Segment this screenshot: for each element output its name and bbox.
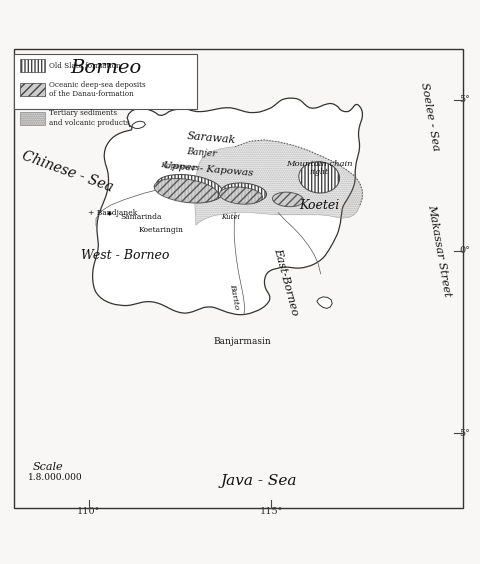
Polygon shape — [132, 121, 145, 129]
Ellipse shape — [273, 192, 303, 206]
Text: Koetei: Koetei — [299, 199, 339, 212]
Text: West - Borneo: West - Borneo — [81, 249, 169, 262]
Text: Samarinda: Samarinda — [121, 213, 162, 221]
Text: Banjer: Banjer — [186, 147, 217, 158]
Text: 115°: 115° — [260, 507, 283, 516]
Text: Old Slate formation: Old Slate formation — [49, 61, 121, 69]
Text: Sarawak: Sarawak — [186, 131, 236, 145]
Text: Mountain chain: Mountain chain — [286, 160, 352, 169]
Ellipse shape — [219, 187, 263, 204]
Text: Scale: Scale — [33, 462, 63, 472]
Text: Oceanic deep-sea deposits
of the Danau-formation: Oceanic deep-sea deposits of the Danau-f… — [49, 81, 146, 99]
Text: 0°: 0° — [459, 246, 470, 255]
Text: 110°: 110° — [77, 507, 100, 516]
Text: + Bandjanek: + Bandjanek — [88, 209, 137, 217]
Text: 1.8.000.000: 1.8.000.000 — [28, 473, 83, 482]
Ellipse shape — [156, 174, 223, 202]
Polygon shape — [93, 98, 362, 315]
Ellipse shape — [299, 162, 339, 193]
Text: Banjarmasin: Banjarmasin — [214, 337, 271, 346]
Text: Kapoewas: Kapoewas — [160, 161, 200, 173]
Text: Borneo: Borneo — [70, 59, 141, 77]
Text: Barito: Barito — [228, 283, 240, 310]
Text: 5°: 5° — [459, 95, 470, 104]
Polygon shape — [317, 297, 332, 309]
Text: right: right — [310, 168, 329, 175]
Text: Upper - Kapowas: Upper - Kapowas — [164, 161, 254, 178]
Bar — [20, 112, 45, 125]
Text: Java - Sea: Java - Sea — [221, 474, 298, 488]
Text: Soelee - Sea: Soelee - Sea — [419, 81, 441, 151]
Bar — [20, 83, 45, 96]
Ellipse shape — [154, 179, 218, 203]
Text: 5°: 5° — [459, 429, 470, 438]
Text: East-Borneo: East-Borneo — [272, 247, 300, 317]
Ellipse shape — [221, 183, 266, 202]
Text: Chinese - Sea: Chinese - Sea — [20, 148, 115, 195]
Text: Tertiary sediments
and volcanic products: Tertiary sediments and volcanic products — [49, 109, 130, 127]
Bar — [20, 59, 45, 72]
Bar — [14, 54, 197, 109]
Text: Makassar Street: Makassar Street — [426, 204, 452, 298]
Text: Kutei: Kutei — [221, 213, 240, 221]
Text: Koetaringin: Koetaringin — [138, 226, 183, 234]
